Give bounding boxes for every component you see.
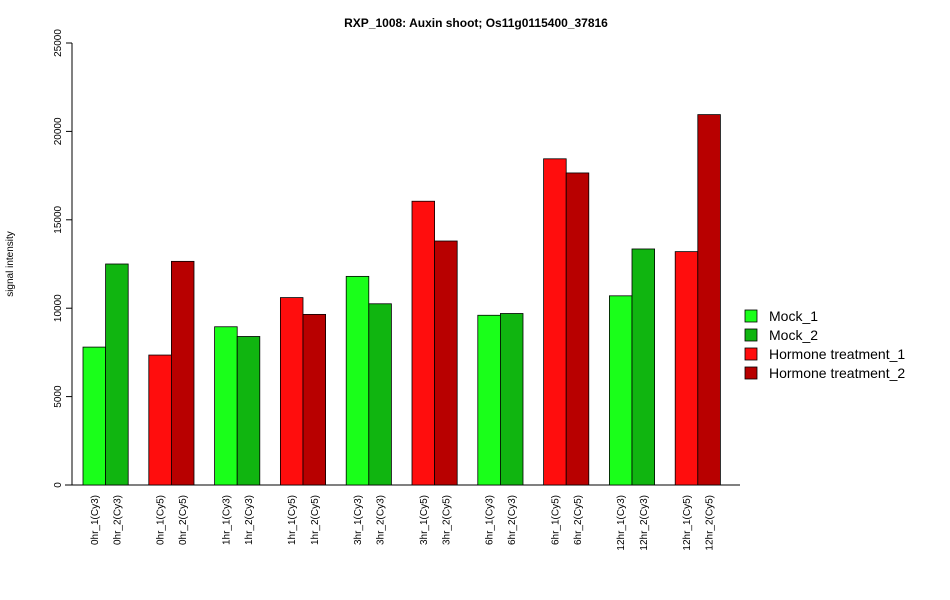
legend-swatch bbox=[744, 328, 758, 342]
y-tick-label: 15000 bbox=[53, 205, 64, 233]
x-tick-label: 12hr_1(Cy5) bbox=[682, 495, 693, 551]
bar bbox=[105, 263, 129, 486]
x-tick-label: 1hr_1(Cy3) bbox=[221, 495, 232, 545]
x-tick-label: 6hr_2(Cy3) bbox=[507, 495, 518, 545]
bar bbox=[302, 313, 327, 486]
bar bbox=[565, 172, 590, 486]
bar bbox=[434, 240, 458, 486]
y-tick-label: 10000 bbox=[53, 294, 64, 322]
x-tick-label: 6hr_1(Cy5) bbox=[550, 495, 561, 545]
bar bbox=[543, 158, 567, 486]
legend-label: Hormone treatment_2 bbox=[769, 365, 905, 381]
y-tick-label: 25000 bbox=[53, 29, 64, 57]
x-tick-label: 1hr_1(Cy5) bbox=[287, 495, 298, 545]
bar-series bbox=[82, 114, 721, 486]
legend-swatch bbox=[744, 347, 758, 361]
x-tick-label: 3hr_2(Cy5) bbox=[441, 495, 452, 545]
y-axis-label: signal intensity bbox=[5, 231, 16, 297]
x-tick-label: 3hr_1(Cy3) bbox=[353, 495, 364, 545]
legend: Mock_1 Mock_2 Hormone treatment_1 Hormone t… bbox=[744, 308, 905, 381]
bar bbox=[148, 354, 172, 486]
x-tick-labels: 0hr_1(Cy3) 0hr_2(Cy3) 0hr_1(Cy5) 0hr_2(Cy5)… bbox=[90, 495, 716, 551]
legend-swatch bbox=[744, 309, 758, 323]
bar bbox=[477, 314, 501, 486]
x-tick-label: 0hr_2(Cy5) bbox=[178, 495, 189, 545]
x-tick-label: 3hr_1(Cy5) bbox=[419, 495, 430, 545]
y-axis: 0 5000 10000 15000 20000 25000 bbox=[53, 29, 73, 488]
bar bbox=[499, 313, 524, 486]
x-tick-label: 6hr_1(Cy3) bbox=[485, 495, 496, 545]
x-tick-label: 12hr_2(Cy3) bbox=[639, 495, 650, 551]
x-tick-label: 12hr_2(Cy5) bbox=[705, 495, 716, 551]
x-tick-label: 0hr_2(Cy3) bbox=[112, 495, 123, 545]
bar bbox=[674, 251, 699, 486]
y-tick-label: 20000 bbox=[53, 117, 64, 145]
y-tick-label: 5000 bbox=[53, 385, 64, 408]
x-tick-label: 0hr_1(Cy3) bbox=[90, 495, 101, 545]
bar bbox=[697, 114, 721, 486]
bar bbox=[236, 336, 261, 486]
x-tick-label: 1hr_2(Cy3) bbox=[244, 495, 255, 545]
bar bbox=[82, 346, 107, 486]
legend-label: Mock_2 bbox=[769, 327, 818, 343]
chart-title: RXP_1008: Auxin shoot; Os11g0115400_3781… bbox=[344, 16, 608, 30]
x-tick-label: 12hr_1(Cy3) bbox=[616, 495, 627, 551]
bar bbox=[214, 326, 238, 486]
bar bbox=[368, 303, 392, 486]
bar bbox=[411, 200, 436, 486]
legend-label: Mock_1 bbox=[769, 308, 818, 324]
bar bbox=[609, 295, 633, 486]
x-tick-label: 0hr_1(Cy5) bbox=[156, 495, 167, 545]
legend-swatch bbox=[744, 366, 758, 380]
bar bbox=[631, 248, 656, 486]
legend-label: Hormone treatment_1 bbox=[769, 346, 905, 362]
y-tick-label: 0 bbox=[53, 482, 64, 488]
bar bbox=[170, 260, 195, 486]
x-tick-label: 1hr_2(Cy5) bbox=[310, 495, 321, 545]
x-tick-label: 6hr_2(Cy5) bbox=[573, 495, 584, 545]
bar bbox=[279, 297, 304, 486]
x-tick-label: 3hr_2(Cy3) bbox=[376, 495, 387, 545]
bar bbox=[345, 275, 370, 486]
